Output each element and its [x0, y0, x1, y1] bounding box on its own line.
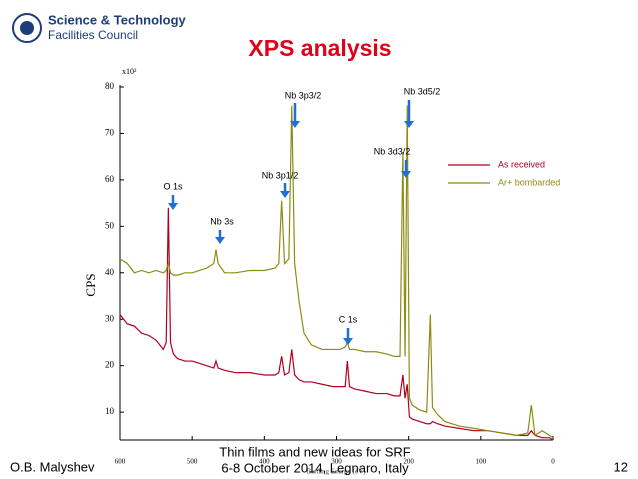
- x-axis-label: Binding Energy (eV): [307, 468, 367, 476]
- series-line: [119, 207, 554, 441]
- y-tick-label: 10: [105, 406, 115, 416]
- annotation-arrowhead: [401, 171, 411, 178]
- y-tick-label: 70: [105, 128, 115, 138]
- annotation: Nb 3d3/2: [374, 146, 411, 156]
- y-tick-label: 40: [105, 267, 115, 277]
- y-tick-label: 30: [105, 313, 115, 323]
- multiplier: x10²: [122, 67, 137, 76]
- x-tick-label: 400: [259, 458, 270, 466]
- y-tick-label: 60: [105, 174, 115, 184]
- y-tick-label: 50: [105, 220, 115, 230]
- y-axis-label: CPS: [83, 273, 98, 296]
- annotation-arrowhead: [290, 121, 300, 128]
- x-tick-label: 500: [187, 458, 198, 466]
- series-line: [119, 105, 554, 439]
- y-tick-label: 80: [105, 81, 115, 91]
- annotation: Nb 3d5/2: [404, 86, 441, 96]
- logo-text: Facilities Council: [48, 28, 138, 42]
- legend-label: As received: [498, 159, 545, 169]
- x-tick-label: 200: [403, 458, 414, 466]
- logo-mark: [12, 13, 42, 43]
- annotation: O 1s: [163, 181, 183, 191]
- x-tick-label: 600: [115, 458, 126, 466]
- chart-title: XPS analysis: [248, 35, 391, 61]
- y-tick-label: 20: [105, 360, 115, 370]
- logo: Science & Technology Facilities Council: [12, 12, 187, 43]
- annotation-arrowhead: [280, 191, 290, 198]
- annotation-arrowhead: [168, 203, 178, 210]
- footer-date: 6-8 October 2014, Legnaro, Italy: [221, 460, 409, 475]
- annotation: Nb 3s: [210, 216, 234, 226]
- annotation: Nb 3p1/2: [262, 170, 299, 180]
- x-tick-label: 0: [551, 458, 555, 466]
- legend-label: Ar+ bombarded: [498, 177, 560, 187]
- annotation-arrowhead: [343, 338, 353, 345]
- annotation-arrowhead: [215, 237, 225, 244]
- annotation: Nb 3p3/2: [285, 90, 322, 100]
- page-number: 12: [614, 459, 628, 474]
- annotation-arrowhead: [404, 121, 414, 128]
- footer-event: Thin films and new ideas for SRF: [219, 444, 411, 459]
- footer-author: O.B. Malyshev: [10, 459, 95, 474]
- annotation: C 1s: [339, 314, 358, 324]
- logo-text: Science & Technology: [48, 12, 187, 27]
- x-tick-label: 100: [476, 458, 487, 466]
- logo-mark: [20, 21, 34, 35]
- x-tick-label: 300: [331, 458, 342, 466]
